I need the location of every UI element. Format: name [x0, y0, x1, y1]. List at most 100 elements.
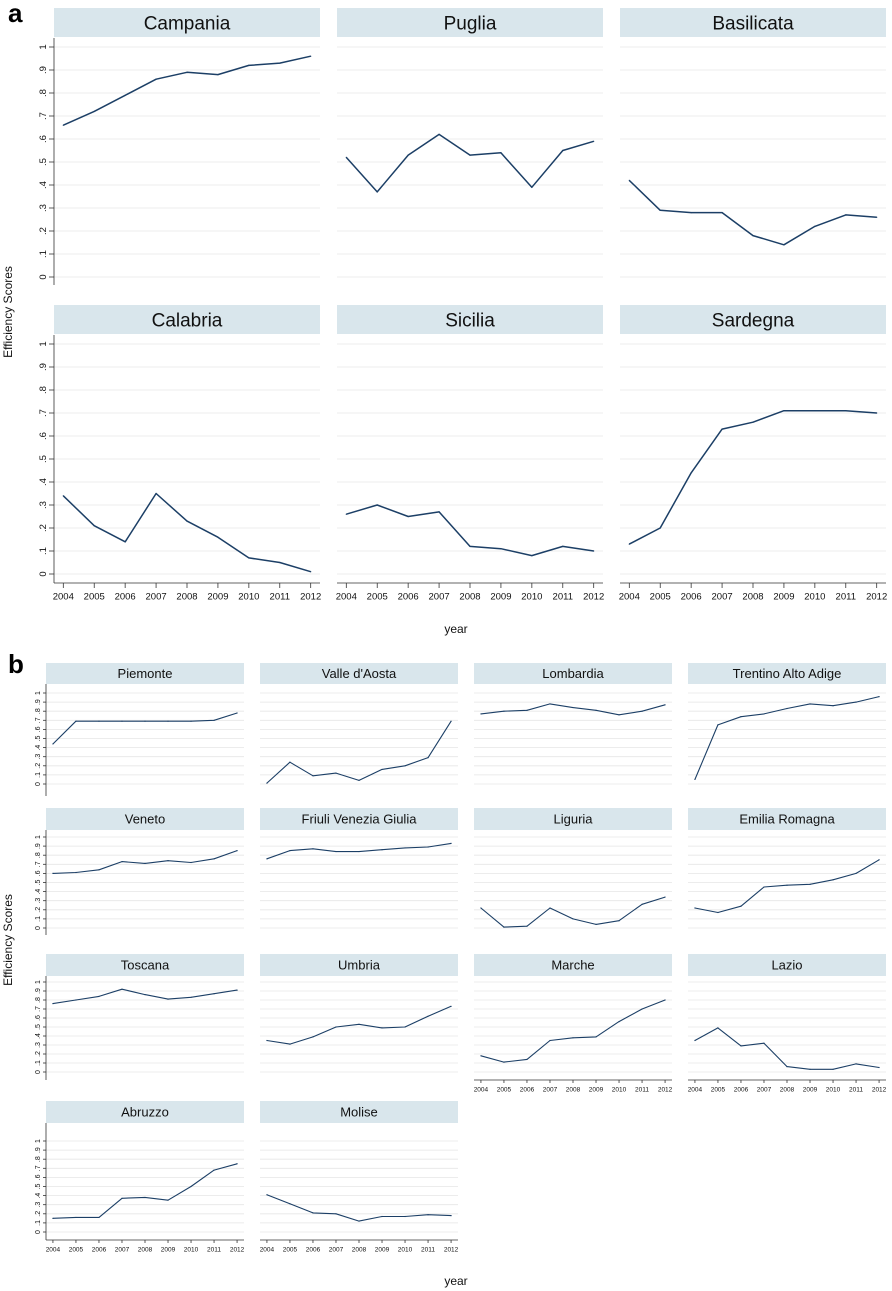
- data-point: [763, 1042, 765, 1044]
- data-point: [167, 1199, 169, 1201]
- y-tick-label: .2: [35, 1051, 42, 1057]
- y-tick-label: .3: [38, 501, 49, 509]
- panel-abruzzo: Abruzzo 0 .1 .2 .3 .4 .5 .6 .7 .8 .9 1 2004 2005 2006 2…: [35, 1101, 245, 1254]
- x-tick-label: 2009: [803, 1087, 818, 1094]
- y-axis-title: Efficiency Scores: [1, 266, 15, 358]
- data-point: [155, 492, 157, 495]
- data-point: [248, 64, 250, 66]
- x-tick-label: 2004: [46, 1247, 61, 1254]
- x-tick-label: 2010: [826, 1087, 841, 1094]
- panel-title: Piemonte: [118, 666, 173, 681]
- data-point: [190, 861, 192, 864]
- data-point: [480, 907, 482, 909]
- data-point: [562, 545, 564, 548]
- x-tick-label: 2004: [688, 1087, 703, 1094]
- x-tick-label: 2007: [329, 1247, 344, 1254]
- data-point: [450, 1005, 452, 1007]
- data-point: [167, 860, 169, 862]
- x-tick-label: 2005: [711, 1087, 726, 1094]
- y-tick-label: .1: [35, 1220, 42, 1226]
- series-line-puglia: [345, 133, 594, 193]
- data-point: [381, 1215, 383, 1218]
- panel-title: Friuli Venezia Giulia: [302, 812, 418, 827]
- data-point: [786, 1066, 788, 1068]
- panel-title: Abruzzo: [121, 1105, 169, 1120]
- y-tick-label: .6: [35, 870, 42, 876]
- data-point: [832, 705, 834, 707]
- data-point: [289, 1043, 291, 1045]
- data-point: [832, 879, 834, 881]
- data-point: [427, 1015, 429, 1017]
- panel-toscana: Toscana 0 .1 .2 .3 .4 .5 .6 .7 .8 .9 1: [35, 954, 244, 1080]
- data-point: [814, 410, 816, 412]
- data-point: [121, 1197, 123, 1199]
- y-tick-label: .5: [35, 735, 42, 741]
- x-tick-label: 2012: [444, 1247, 459, 1254]
- x-tick-label: 2009: [375, 1247, 390, 1254]
- y-tick-label: .3: [35, 898, 42, 904]
- data-point: [335, 1026, 337, 1028]
- y-tick-label: .3: [35, 1202, 42, 1208]
- data-point: [717, 911, 719, 914]
- series-line-sardegna: [628, 409, 877, 545]
- data-point: [236, 989, 238, 991]
- data-point: [664, 999, 666, 1001]
- data-point: [404, 847, 406, 849]
- panel-header: [620, 305, 886, 334]
- x-tick-label: 2007: [712, 592, 733, 603]
- panel-title: Lazio: [771, 958, 802, 973]
- y-tick-label: .8: [35, 1156, 42, 1162]
- panel-header: [337, 8, 603, 37]
- data-point: [690, 212, 692, 214]
- series-line-liguria: [480, 896, 666, 928]
- x-tick-label: 2008: [176, 592, 197, 603]
- data-point: [75, 999, 77, 1001]
- data-point: [531, 186, 533, 188]
- data-point: [878, 1066, 880, 1069]
- data-point: [572, 1037, 574, 1039]
- data-point: [358, 850, 360, 853]
- data-point: [121, 988, 123, 990]
- panel-emilia-romagna: Emilia Romagna: [688, 808, 886, 929]
- data-point: [503, 710, 505, 712]
- y-tick-label: .4: [35, 745, 42, 751]
- y-tick-label: .9: [38, 363, 49, 371]
- data-point: [469, 545, 471, 548]
- y-tick-label: .7: [35, 717, 42, 723]
- data-point: [438, 511, 440, 513]
- y-tick-label: .7: [35, 1006, 42, 1012]
- data-point: [694, 1039, 696, 1042]
- y-tick-label: .9: [35, 1147, 42, 1153]
- data-point: [289, 850, 291, 852]
- data-point: [572, 918, 574, 920]
- y-tick-label: .5: [35, 879, 42, 885]
- data-point: [213, 993, 215, 995]
- data-point: [98, 995, 100, 998]
- panel-title: Basilicata: [712, 13, 794, 34]
- panel-title: Sardegna: [712, 310, 795, 331]
- panel-header: [620, 8, 886, 37]
- data-point: [279, 561, 281, 564]
- data-point: [549, 703, 551, 705]
- panel-header: [46, 954, 244, 976]
- y-tick-label: .3: [35, 1042, 42, 1048]
- series-line-molise: [266, 1194, 452, 1222]
- x-tick-label: 2011: [836, 592, 856, 603]
- data-point: [155, 78, 157, 80]
- data-point: [845, 410, 847, 412]
- y-tick-label: .6: [38, 135, 49, 143]
- x-tick-label: 2012: [300, 592, 321, 603]
- data-point: [312, 848, 314, 850]
- data-point: [144, 720, 146, 722]
- x-tick-label: 2006: [115, 592, 136, 603]
- data-point: [404, 1215, 406, 1218]
- y-tick-label: .2: [38, 227, 49, 235]
- data-point: [236, 850, 238, 852]
- panel-title: Puglia: [444, 13, 497, 34]
- data-point: [641, 710, 643, 712]
- y-tick-label: .7: [38, 112, 49, 120]
- y-tick-label: .2: [38, 524, 49, 532]
- data-point: [809, 883, 811, 885]
- data-point: [62, 495, 64, 497]
- x-tick-label: 2008: [352, 1247, 367, 1254]
